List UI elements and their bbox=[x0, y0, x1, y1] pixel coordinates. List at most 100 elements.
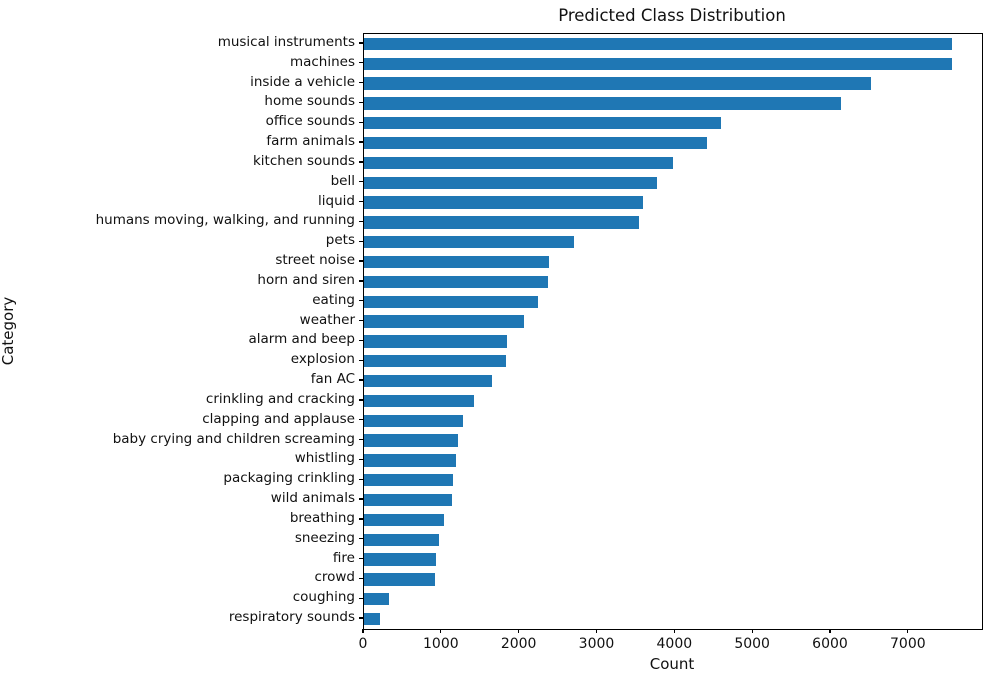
y-tick-mark bbox=[359, 260, 363, 262]
x-tick-mark bbox=[829, 629, 831, 633]
y-tick-label: bell bbox=[330, 172, 355, 189]
y-tick-label: whistling bbox=[294, 450, 355, 467]
bar-machines bbox=[364, 57, 952, 70]
y-tick-label: kitchen sounds bbox=[252, 152, 355, 169]
y-tick-mark bbox=[359, 478, 363, 480]
x-tick-mark bbox=[595, 629, 598, 633]
y-tick-mark bbox=[359, 419, 363, 421]
bar-crowd bbox=[364, 573, 435, 586]
bar-home-sounds bbox=[364, 97, 842, 110]
y-tick-mark bbox=[359, 538, 363, 540]
bar-fan-ac bbox=[364, 374, 492, 388]
y-tick-label: wild animals bbox=[270, 490, 355, 507]
y-tick-mark bbox=[359, 498, 363, 500]
bar-inside-a-vehicle bbox=[364, 77, 871, 90]
x-tick-mark bbox=[362, 629, 364, 633]
y-tick-mark bbox=[359, 220, 363, 222]
y-tick-mark bbox=[359, 518, 363, 520]
y-tick-label: pets bbox=[325, 232, 355, 249]
y-tick-label: respiratory sounds bbox=[228, 609, 355, 626]
plot-area bbox=[363, 33, 983, 630]
bar-bell bbox=[364, 176, 658, 189]
bar-packaging-crinkling bbox=[364, 474, 453, 487]
y-tick-label: breathing bbox=[289, 509, 355, 526]
bar-farm-animals bbox=[364, 136, 708, 150]
y-tick-label: packaging crinkling bbox=[223, 470, 355, 487]
x-tick-label: 7000 bbox=[890, 636, 926, 652]
bar-wild-animals bbox=[364, 493, 452, 507]
y-tick-mark bbox=[359, 101, 363, 103]
bar-breathing bbox=[364, 513, 445, 527]
y-tick-label: eating bbox=[312, 291, 355, 308]
chart-title: Predicted Class Distribution bbox=[558, 6, 786, 25]
y-tick-mark bbox=[359, 458, 363, 460]
y-tick-label: horn and siren bbox=[257, 271, 355, 288]
y-tick-mark bbox=[359, 597, 363, 599]
y-tick-mark bbox=[359, 577, 363, 579]
bar-kitchen-sounds bbox=[364, 156, 673, 170]
x-tick-label: 0 bbox=[358, 636, 368, 652]
y-tick-label: street noise bbox=[275, 252, 355, 269]
x-tick-mark bbox=[907, 629, 909, 633]
y-tick-label: explosion bbox=[290, 351, 355, 368]
bar-office-sounds bbox=[364, 117, 722, 130]
y-tick-mark bbox=[359, 617, 363, 619]
y-tick-label: liquid bbox=[318, 192, 355, 209]
y-tick-label: sneezing bbox=[294, 529, 355, 546]
bar-humans-moving-walking-and-running bbox=[364, 216, 639, 229]
y-tick-mark bbox=[359, 359, 363, 361]
y-tick-mark bbox=[359, 379, 363, 381]
x-tick-label: 4000 bbox=[656, 636, 693, 652]
bar-musical-instruments bbox=[364, 37, 953, 51]
y-tick-mark bbox=[359, 121, 363, 123]
y-tick-label: baby crying and children screaming bbox=[112, 430, 355, 447]
x-axis-label: Count bbox=[649, 655, 695, 673]
y-tick-label: fire bbox=[332, 549, 355, 566]
x-tick-mark bbox=[673, 629, 675, 633]
y-tick-label: inside a vehicle bbox=[250, 73, 355, 90]
bar-clapping-and-applause bbox=[364, 414, 463, 427]
x-tick-mark bbox=[440, 629, 442, 633]
bar-street-noise bbox=[364, 255, 550, 269]
bar-sneezing bbox=[364, 533, 439, 546]
bar-explosion bbox=[364, 355, 507, 368]
y-tick-label: office sounds bbox=[265, 113, 355, 130]
x-tick-label: 5000 bbox=[734, 636, 770, 652]
y-tick-label: home sounds bbox=[264, 93, 355, 110]
y-tick-mark bbox=[359, 42, 363, 44]
y-tick-mark bbox=[359, 161, 363, 163]
y-tick-mark bbox=[359, 557, 363, 560]
y-tick-label: clapping and applause bbox=[202, 410, 355, 427]
y-tick-label: musical instruments bbox=[217, 33, 355, 50]
y-tick-mark bbox=[359, 399, 363, 401]
y-tick-label: farm animals bbox=[266, 133, 355, 150]
bar-whistling bbox=[364, 454, 456, 467]
x-tick-label: 6000 bbox=[812, 636, 848, 652]
bar-respiratory-sounds bbox=[364, 612, 380, 626]
y-tick-mark bbox=[359, 200, 363, 203]
bar-horn-and-siren bbox=[364, 275, 549, 289]
bar-weather bbox=[364, 315, 524, 328]
y-tick-mark bbox=[359, 81, 363, 84]
y-tick-mark bbox=[359, 280, 363, 282]
x-tick-label: 2000 bbox=[500, 636, 537, 652]
x-tick-label: 3000 bbox=[578, 636, 615, 652]
x-tick-mark bbox=[751, 629, 753, 633]
y-tick-mark bbox=[359, 141, 363, 143]
y-tick-mark bbox=[359, 62, 363, 64]
bar-coughing bbox=[364, 593, 389, 606]
bar-fire bbox=[364, 553, 436, 566]
y-tick-label: crinkling and cracking bbox=[205, 390, 355, 407]
y-tick-label: fan AC bbox=[310, 371, 355, 388]
y-tick-label: alarm and beep bbox=[248, 331, 356, 348]
bar-eating bbox=[364, 295, 539, 308]
y-tick-mark bbox=[359, 339, 363, 341]
bar-baby-crying-and-children-screaming bbox=[364, 434, 459, 447]
x-tick-mark bbox=[518, 629, 520, 633]
y-tick-label: weather bbox=[299, 311, 355, 328]
x-tick-label: 1000 bbox=[423, 636, 459, 652]
y-tick-mark bbox=[359, 181, 363, 183]
y-tick-label: coughing bbox=[292, 589, 355, 606]
y-tick-label: crowd bbox=[314, 569, 355, 586]
